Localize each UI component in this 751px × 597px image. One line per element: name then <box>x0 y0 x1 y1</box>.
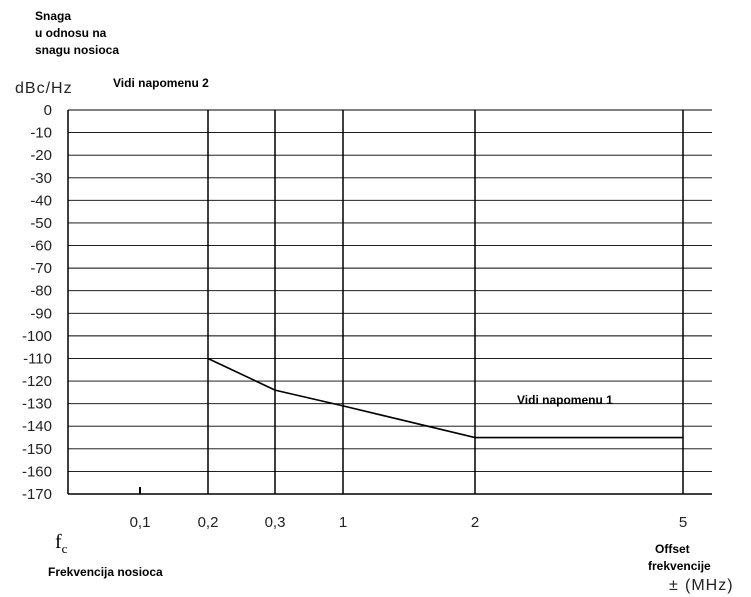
x-tick-label: 0,2 <box>198 514 219 531</box>
chart-title-line-3: snagu nosioca <box>35 43 119 57</box>
fc-label: fc <box>55 531 68 556</box>
vertical-gridlines <box>139 110 684 494</box>
x-tick-labels: 0,1 0,2 0,3 1 2 5 <box>130 514 688 531</box>
y-tick-label: -80 <box>30 283 52 300</box>
y-tick-label: -100 <box>22 328 52 345</box>
fc-main: f <box>55 531 62 553</box>
y-tick-label: -120 <box>22 373 52 390</box>
y-tick-label: -10 <box>30 125 52 142</box>
series-point <box>682 436 684 439</box>
y-tick-label: -140 <box>22 418 52 435</box>
y-tick-label: 0 <box>44 102 52 119</box>
y-tick-label: -150 <box>22 441 52 458</box>
series-point <box>474 436 476 439</box>
series-points <box>207 357 684 439</box>
series-point <box>207 357 209 360</box>
x-tick-label: 5 <box>679 514 687 531</box>
y-tick-label: -110 <box>23 350 52 367</box>
chart-title-line-2: u odnosu na <box>35 26 107 40</box>
y-tick-label: -170 <box>22 486 52 503</box>
y-tick-labels: 0 -10 -20 -30 -40 -50 -60 -70 -80 -90 -100 -110 -120… <box>22 102 52 503</box>
note-1-label: Vidi napomenu 1 <box>517 393 613 407</box>
y-axis-unit: dBc/Hz <box>15 80 73 97</box>
x-tick-label: 0,3 <box>265 514 286 531</box>
y-tick-label: -40 <box>30 192 52 209</box>
y-tick-label: -90 <box>30 305 52 322</box>
y-tick-label: -30 <box>30 170 52 187</box>
x-tick-label: 0,1 <box>130 514 151 531</box>
y-tick-label: -20 <box>30 147 52 164</box>
fc-caption: Frekvencija nosioca <box>48 565 163 579</box>
horizontal-gridlines <box>68 109 712 495</box>
offset-unit: (MHz) <box>685 577 734 594</box>
series-point <box>274 389 276 391</box>
x-tick-label: 2 <box>471 514 479 531</box>
offset-label-line-2: frekvencije <box>648 559 711 573</box>
chart-title-line-1: Snaga <box>35 9 71 23</box>
offset-pm: ± <box>669 577 679 594</box>
y-tick-label: -70 <box>30 260 52 277</box>
series-point <box>342 405 344 407</box>
y-tick-label: -50 <box>30 215 52 232</box>
x-tick-label: 1 <box>339 514 347 531</box>
y-tick-label: -130 <box>22 396 52 413</box>
note-2-label: Vidi napomenu 2 <box>113 76 209 90</box>
offset-label-line-1: Offset <box>655 542 690 556</box>
y-tick-label: -160 <box>22 463 52 480</box>
y-tick-label: -60 <box>30 238 52 255</box>
fc-subscript: c <box>62 541 68 556</box>
